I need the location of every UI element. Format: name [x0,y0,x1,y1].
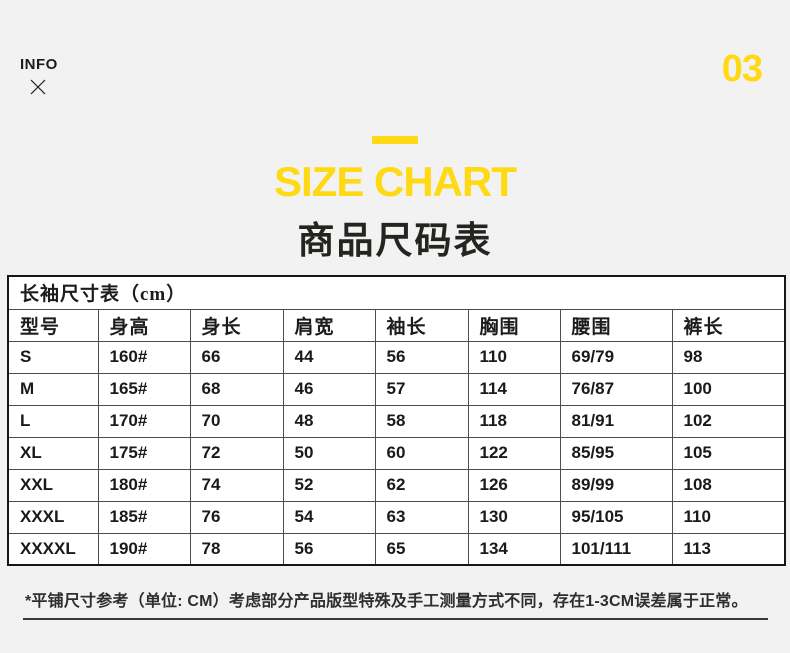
size-label-cell: XXXL [7,500,99,534]
measure-cell: 68 [189,372,284,406]
measure-cell: 66 [189,340,284,374]
measure-cell: 62 [374,468,469,502]
column-header: 肩宽 [282,308,376,342]
measure-cell: 70 [189,404,284,438]
footnote-text: *平铺尺寸参考（单位: CM）考虑部分产品版型特殊及手工测量方式不同，存在1-3… [25,593,748,610]
table-row: XL 175# 72 50 60 122 85/95 105 [7,436,786,470]
measure-cell: 114 [467,372,561,406]
measure-cell: 85/95 [559,436,673,470]
measure-cell: 165# [97,372,191,406]
measure-cell: 76 [189,500,284,534]
column-header: 身长 [189,308,284,342]
measure-cell: 105 [671,436,786,470]
table-caption-row: 长袖尺寸表（cm） [7,275,786,310]
measure-cell: 126 [467,468,561,502]
measure-cell: 52 [282,468,376,502]
x-mark-icon [30,79,46,95]
measure-cell: 54 [282,500,376,534]
measure-cell: 58 [374,404,469,438]
table-row: L 170# 70 48 58 118 81/91 102 [7,404,786,438]
measure-cell: 65 [374,532,469,566]
column-header: 身高 [97,308,191,342]
measure-cell: 108 [671,468,786,502]
size-label-cell: S [7,340,99,374]
measure-cell: 44 [282,340,376,374]
table-caption: 长袖尺寸表（cm） [7,275,786,310]
measure-cell: 185# [97,500,191,534]
table-row: M 165# 68 46 57 114 76/87 100 [7,372,786,406]
title-group: SIZE CHART 商品尺码表 [0,136,790,264]
size-label-cell: XXXXL [7,532,99,566]
measure-cell: 190# [97,532,191,566]
size-label-cell: XXL [7,468,99,502]
measure-cell: 134 [467,532,561,566]
measure-cell: 50 [282,436,376,470]
measure-cell: 89/99 [559,468,673,502]
measure-cell: 63 [374,500,469,534]
table-header-row: 型号 身高 身长 肩宽 袖长 胸围 腰围 裤长 [7,308,786,342]
measure-cell: 46 [282,372,376,406]
footnote-divider [23,618,768,620]
measure-cell: 122 [467,436,561,470]
page-number: 03 [721,48,763,90]
size-table: 长袖尺寸表（cm） 型号 身高 身长 肩宽 袖长 胸围 腰围 裤长 S 160# 66 44 56 11… [7,275,787,566]
table-row: XXXL 185# 76 54 63 130 95/105 110 [7,500,786,534]
measure-cell: 102 [671,404,786,438]
table-row: S 160# 66 44 56 110 69/79 98 [7,340,786,374]
measure-cell: 76/87 [559,372,673,406]
measure-cell: 113 [671,532,786,566]
table-row: XXXXL 190# 78 56 65 134 101/111 113 [7,532,786,566]
measure-cell: 72 [189,436,284,470]
measure-cell: 160# [97,340,191,374]
measure-cell: 100 [671,372,786,406]
measure-cell: 175# [97,436,191,470]
size-label-cell: L [7,404,99,438]
measure-cell: 95/105 [559,500,673,534]
column-header: 型号 [7,308,99,342]
column-header: 袖长 [374,308,469,342]
measure-cell: 69/79 [559,340,673,374]
page-title-zh: 商品尺码表 [297,220,493,261]
measure-cell: 118 [467,404,561,438]
accent-dash [372,136,418,144]
measure-cell: 101/111 [559,532,673,566]
table-row: XXL 180# 74 52 62 126 89/99 108 [7,468,786,502]
measure-cell: 56 [374,340,469,374]
size-table-wrap: 长袖尺寸表（cm） 型号 身高 身长 肩宽 袖长 胸围 腰围 裤长 S 160# 66 44 56 11… [7,275,787,566]
measure-cell: 81/91 [559,404,673,438]
column-header: 腰围 [559,308,673,342]
info-label: INFO [20,56,58,73]
measure-cell: 110 [671,500,786,534]
measure-cell: 60 [374,436,469,470]
measure-cell: 130 [467,500,561,534]
measure-cell: 56 [282,532,376,566]
measure-cell: 74 [189,468,284,502]
size-label-cell: XL [7,436,99,470]
measure-cell: 48 [282,404,376,438]
info-block: INFO [20,56,80,97]
size-label-cell: M [7,372,99,406]
column-header: 裤长 [671,308,786,342]
page-title-en: SIZE CHART [274,158,517,205]
measure-cell: 180# [97,468,191,502]
measure-cell: 110 [467,340,561,374]
measure-cell: 78 [189,532,284,566]
measure-cell: 98 [671,340,786,374]
measure-cell: 170# [97,404,191,438]
column-header: 胸围 [467,308,561,342]
measure-cell: 57 [374,372,469,406]
